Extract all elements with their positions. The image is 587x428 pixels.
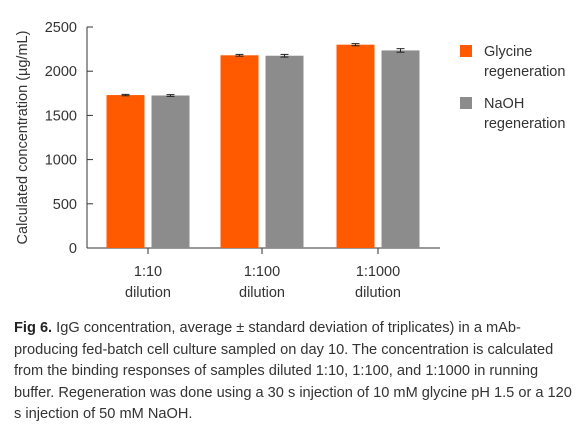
y-axis-title: Calculated concentration (µg/mL) xyxy=(15,31,31,245)
bar xyxy=(381,50,420,249)
y-tick-label: 1000 xyxy=(45,153,77,169)
legend-swatch xyxy=(460,97,472,109)
caption-text: IgG concentration, average ± standard de… xyxy=(14,320,572,422)
legend-label: regeneration xyxy=(484,64,565,80)
figure-caption: Fig 6. IgG concentration, average ± stan… xyxy=(14,318,574,426)
legend: Glycine regeneration NaOH regeneration xyxy=(460,44,565,132)
y-tick-label: 2000 xyxy=(45,64,77,80)
bar-chart: 0 500 1000 1500 2000 2500 Calculated concentra… xyxy=(15,20,565,301)
y-tick-label: 500 xyxy=(53,197,77,213)
legend-label: NaOH xyxy=(484,96,524,112)
y-tick-label: 1500 xyxy=(45,108,77,124)
bar xyxy=(265,55,304,249)
legend-label: regeneration xyxy=(484,116,565,132)
x-tick-label: dilution xyxy=(355,285,401,301)
legend-swatch xyxy=(460,45,472,57)
legend-label: Glycine xyxy=(484,44,532,60)
bars-layer xyxy=(106,43,420,249)
y-tick-label: 2500 xyxy=(45,20,77,36)
x-tick-label: dilution xyxy=(125,285,171,301)
bar xyxy=(220,55,259,249)
bar xyxy=(106,95,145,249)
caption-label: Fig 6. xyxy=(14,320,53,336)
chart-figure: 0 500 1000 1500 2000 2500 Calculated concentra… xyxy=(15,20,565,301)
y-tick-label: 0 xyxy=(69,241,77,257)
x-tick-label: 1:10 xyxy=(134,264,162,280)
x-tick-label: 1:100 xyxy=(244,264,280,280)
axes-layer: 0 500 1000 1500 2000 2500 Calculated concentra… xyxy=(15,20,440,301)
x-tick-label: 1:1000 xyxy=(356,264,400,280)
x-tick-label: dilution xyxy=(239,285,285,301)
bar xyxy=(336,44,375,249)
bar xyxy=(151,95,190,248)
